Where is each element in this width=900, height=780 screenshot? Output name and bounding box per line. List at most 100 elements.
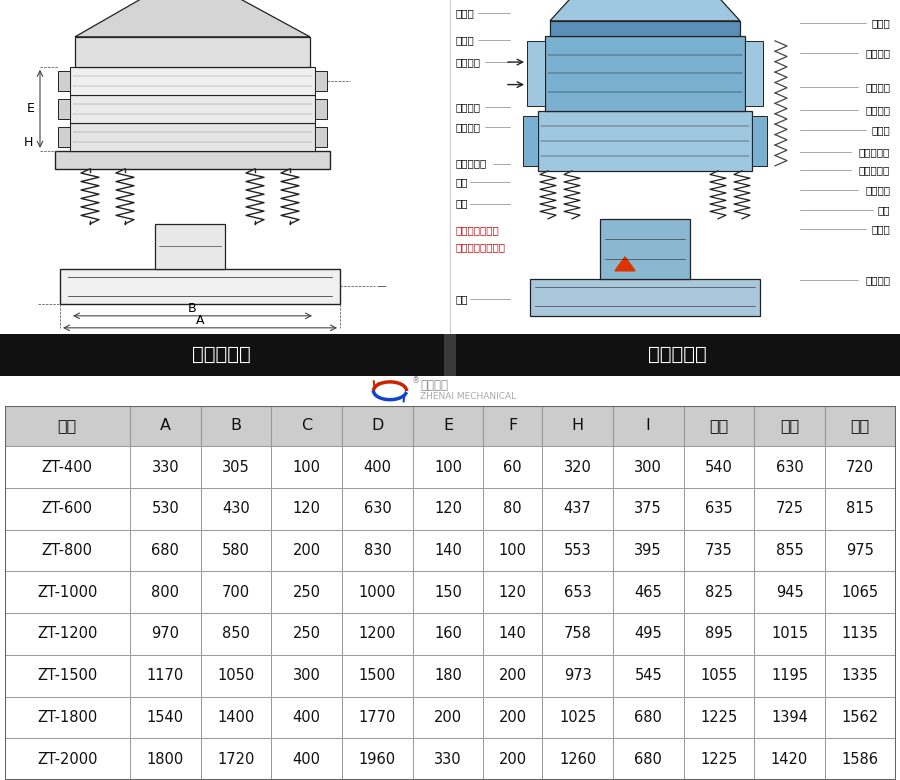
- Text: 1720: 1720: [218, 752, 255, 767]
- Text: 160: 160: [434, 626, 462, 641]
- Bar: [130, 406, 201, 446]
- Text: 630: 630: [364, 502, 392, 516]
- Bar: [824, 655, 896, 697]
- Text: 200: 200: [292, 543, 320, 558]
- Text: 辅助筛网: 辅助筛网: [865, 48, 890, 58]
- Bar: [201, 446, 272, 488]
- Text: 1260: 1260: [559, 752, 596, 767]
- Text: 1500: 1500: [359, 668, 396, 683]
- Text: 一层: 一层: [709, 418, 728, 434]
- Bar: [600, 219, 690, 278]
- Bar: [413, 530, 483, 571]
- Bar: [483, 697, 542, 738]
- Bar: [523, 116, 538, 166]
- Bar: [444, 334, 456, 376]
- Text: 1025: 1025: [559, 710, 596, 725]
- Text: 1420: 1420: [771, 752, 808, 767]
- Text: D: D: [371, 418, 383, 434]
- Bar: [538, 111, 752, 171]
- Bar: [272, 738, 342, 780]
- Text: ZT-1000: ZT-1000: [37, 585, 97, 600]
- Bar: [824, 738, 896, 780]
- Bar: [4, 488, 130, 530]
- Text: 顶部框架: 顶部框架: [455, 57, 480, 67]
- Text: 型号: 型号: [58, 418, 76, 434]
- Bar: [4, 446, 130, 488]
- Text: 700: 700: [222, 585, 250, 600]
- Text: 200: 200: [499, 668, 526, 683]
- Bar: [342, 613, 413, 655]
- Text: 653: 653: [563, 585, 591, 600]
- Bar: [201, 697, 272, 738]
- Text: 553: 553: [563, 543, 591, 558]
- Bar: [754, 697, 824, 738]
- Bar: [58, 99, 70, 119]
- Bar: [483, 488, 542, 530]
- Bar: [272, 488, 342, 530]
- Bar: [0, 334, 444, 376]
- Text: 120: 120: [434, 502, 462, 516]
- Bar: [58, 71, 70, 90]
- Bar: [754, 446, 824, 488]
- Text: 振体: 振体: [878, 205, 890, 215]
- Text: 300: 300: [292, 668, 320, 683]
- Bar: [483, 655, 542, 697]
- Text: 1335: 1335: [842, 668, 878, 683]
- Text: 330: 330: [434, 752, 462, 767]
- Text: 100: 100: [434, 459, 462, 474]
- Text: 束环: 束环: [455, 177, 467, 187]
- Text: 纵外重锤板: 纵外重锤板: [859, 165, 890, 176]
- Text: 电动机: 电动机: [871, 224, 890, 234]
- Bar: [824, 406, 896, 446]
- Bar: [752, 116, 767, 166]
- Text: 120: 120: [499, 585, 526, 600]
- Bar: [201, 406, 272, 446]
- Bar: [130, 488, 201, 530]
- Bar: [683, 446, 754, 488]
- Text: 一般结构图: 一般结构图: [648, 346, 707, 364]
- Text: I: I: [646, 418, 651, 434]
- Bar: [201, 738, 272, 780]
- Bar: [272, 697, 342, 738]
- Bar: [542, 655, 613, 697]
- Bar: [4, 613, 130, 655]
- Bar: [60, 269, 340, 304]
- Bar: [4, 571, 130, 613]
- Text: 975: 975: [846, 543, 874, 558]
- Bar: [413, 697, 483, 738]
- Bar: [456, 334, 900, 376]
- Bar: [413, 488, 483, 530]
- Text: 100: 100: [499, 543, 526, 558]
- Text: ZHENAI MECHANICAL: ZHENAI MECHANICAL: [420, 392, 517, 401]
- Bar: [613, 446, 683, 488]
- Bar: [754, 655, 824, 697]
- Text: 中部框架: 中部框架: [455, 102, 480, 112]
- Text: 973: 973: [563, 668, 591, 683]
- Text: 1562: 1562: [842, 710, 878, 725]
- Bar: [683, 738, 754, 780]
- Text: 弹簧: 弹簧: [455, 199, 467, 208]
- Bar: [272, 446, 342, 488]
- Text: 橡胶球: 橡胶球: [871, 126, 890, 135]
- Bar: [613, 655, 683, 697]
- Text: 330: 330: [151, 459, 179, 474]
- Bar: [683, 406, 754, 446]
- Bar: [130, 697, 201, 738]
- Bar: [545, 36, 745, 111]
- Text: 筛网法兰: 筛网法兰: [865, 105, 890, 115]
- Text: 395: 395: [634, 543, 662, 558]
- Text: 720: 720: [846, 459, 874, 474]
- Bar: [413, 613, 483, 655]
- Text: H: H: [23, 136, 33, 149]
- Text: 200: 200: [499, 710, 526, 725]
- Bar: [413, 738, 483, 780]
- Bar: [4, 697, 130, 738]
- Text: 1586: 1586: [842, 752, 878, 767]
- Bar: [824, 571, 896, 613]
- Text: ZT-400: ZT-400: [41, 459, 93, 474]
- Bar: [683, 530, 754, 571]
- Text: 465: 465: [634, 585, 662, 600]
- Bar: [272, 571, 342, 613]
- Text: 1960: 1960: [359, 752, 396, 767]
- Bar: [413, 655, 483, 697]
